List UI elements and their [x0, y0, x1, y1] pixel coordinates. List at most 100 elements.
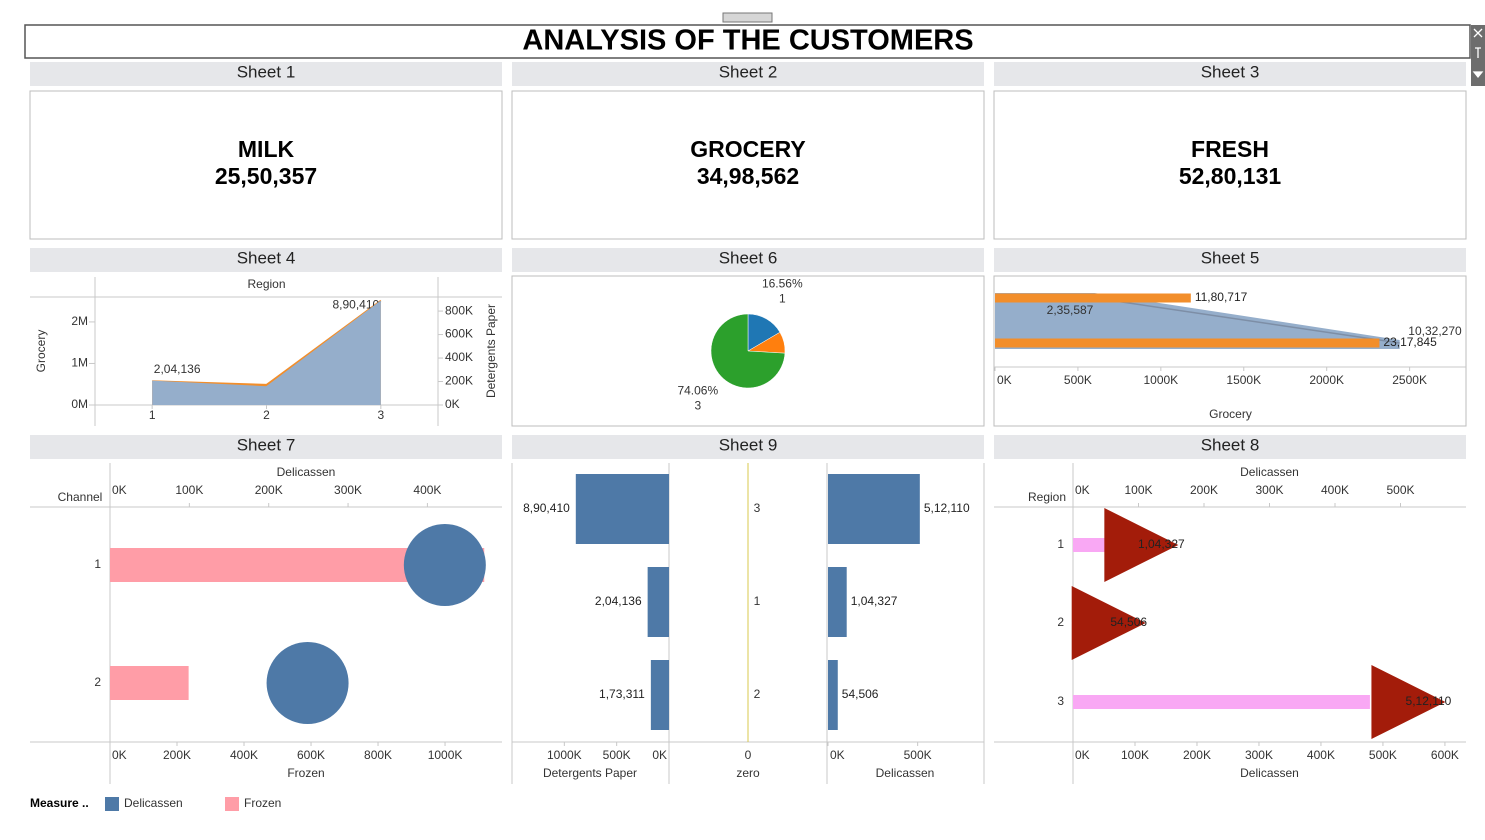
- x-axis-title: Grocery: [1209, 407, 1252, 421]
- data-label: 8,90,410: [523, 501, 570, 515]
- chart-border: [511, 275, 985, 427]
- x-axis-title: Frozen: [287, 766, 324, 780]
- bar: [647, 567, 669, 637]
- x2-tick-label: 100K: [175, 483, 203, 497]
- kpi-value: 25,50,357: [215, 163, 317, 189]
- x-tick-label: 2500K: [1392, 373, 1427, 387]
- x2-tick-label: 0K: [1075, 483, 1090, 497]
- x-tick-label: 0K: [830, 748, 845, 762]
- y2-tick-label: 0K: [445, 397, 460, 411]
- triangle-mark: [1371, 665, 1446, 739]
- chart-border: [993, 275, 1467, 427]
- area-line: [1094, 297, 1400, 344]
- legend-label: Delicassen: [124, 796, 183, 810]
- y2-tick-label: 200K: [445, 374, 473, 388]
- slice-label: 74.06%: [677, 384, 718, 398]
- bar: [828, 567, 847, 637]
- x-tick-label: 0: [745, 748, 752, 762]
- row-label: 1: [1057, 537, 1064, 551]
- legend-label: Frozen: [244, 796, 281, 810]
- bar: [828, 660, 838, 730]
- row-header: Channel: [58, 490, 103, 504]
- data-label: 11,80,717: [1195, 290, 1248, 304]
- y-tick-label: 0M: [71, 397, 88, 411]
- y2-tick-label: 400K: [445, 350, 473, 364]
- x2-tick-label: 0K: [112, 483, 127, 497]
- triangle-mark: [1104, 508, 1179, 582]
- data-label: 5,12,110: [924, 501, 970, 515]
- legend-swatch: [105, 797, 119, 811]
- sheet-header: [30, 435, 502, 459]
- x-axis-title: Detergents Paper: [543, 766, 637, 780]
- drag-handle[interactable]: [722, 12, 773, 23]
- sheet-header: [994, 62, 1466, 86]
- x-axis-title: Delicassen: [876, 766, 935, 780]
- kpi-label: MILK: [238, 136, 295, 162]
- x-tick-label: 200K: [1183, 748, 1211, 762]
- x-tick-label: 2: [263, 408, 270, 422]
- x-tick-label: 800K: [364, 748, 392, 762]
- data-label: 5,12,110: [1406, 694, 1452, 708]
- row-label: 1: [754, 594, 761, 608]
- legend-title: Measure ..: [30, 796, 89, 810]
- dashboard-title: ANALYSIS OF THE CUSTOMERS: [522, 25, 973, 57]
- sheet-title: Sheet 2: [719, 62, 778, 81]
- y-axis-title: Detergents Paper: [484, 304, 498, 398]
- row-label: 3: [1057, 694, 1064, 708]
- y2-tick-label: 800K: [445, 303, 473, 317]
- bar: [995, 338, 1380, 348]
- slice-category: 1: [779, 291, 786, 305]
- annotation: 2,35,587: [1047, 303, 1094, 317]
- kpi-box: [511, 90, 985, 240]
- x-tick-label: 300K: [1245, 748, 1273, 762]
- x2-tick-label: 400K: [1321, 483, 1349, 497]
- y-tick-label: 1M: [71, 356, 88, 370]
- y2-tick-label: 600K: [445, 327, 473, 341]
- x-tick-label: 400K: [1307, 748, 1335, 762]
- data-label: 1,04,327: [851, 594, 898, 608]
- sheet-header: [30, 62, 502, 86]
- data-label: 2,04,136: [154, 362, 201, 376]
- area-fill: [152, 301, 381, 405]
- x-tick-label: 200K: [163, 748, 191, 762]
- kpi-value: 52,80,131: [1179, 163, 1282, 189]
- bar: [995, 293, 1191, 303]
- x-tick-label: 1000K: [1143, 373, 1178, 387]
- x2-tick-label: 400K: [413, 483, 441, 497]
- area-fill: [995, 293, 1400, 349]
- data-label: 54,506: [842, 687, 879, 701]
- area-line: [152, 299, 382, 386]
- bar: [1073, 695, 1370, 709]
- bar: [110, 666, 189, 700]
- sheet-title: Sheet 3: [1201, 62, 1260, 81]
- x2-axis-title: Delicassen: [1240, 465, 1299, 479]
- annotation: 10,32,270: [1408, 324, 1462, 338]
- x-axis-title: Region: [247, 277, 285, 291]
- x-tick-label: 600K: [297, 748, 325, 762]
- y-axis-title: Grocery: [34, 330, 48, 373]
- data-label: 23,17,845: [1383, 335, 1437, 349]
- x-tick-label: 1000K: [428, 748, 463, 762]
- x2-tick-label: 300K: [1255, 483, 1283, 497]
- x-axis-title: zero: [736, 766, 760, 780]
- x-axis-title: Delicassen: [1240, 766, 1299, 780]
- sheet-header: [512, 248, 984, 272]
- sheet-title: Sheet 9: [719, 435, 778, 454]
- kpi-box: [29, 90, 503, 240]
- legend-swatch: [225, 797, 239, 811]
- x-tick-label: 500K: [1064, 373, 1092, 387]
- x-tick-label: 1500K: [1226, 373, 1261, 387]
- x-tick-label: 3: [377, 408, 384, 422]
- sheet-header: [30, 248, 502, 272]
- control-icons[interactable]: [1472, 28, 1484, 79]
- sheet-title: Sheet 4: [237, 248, 296, 267]
- x2-tick-label: 100K: [1124, 483, 1152, 497]
- row-label: 2: [754, 687, 761, 701]
- x-tick-label: 0K: [997, 373, 1012, 387]
- bubble: [403, 524, 486, 606]
- row-header: Region: [1028, 490, 1066, 504]
- row-label: 1: [94, 557, 101, 571]
- bar: [1073, 538, 1106, 552]
- x-tick-label: 500K: [1369, 748, 1397, 762]
- data-label: 1,04,327: [1138, 537, 1185, 551]
